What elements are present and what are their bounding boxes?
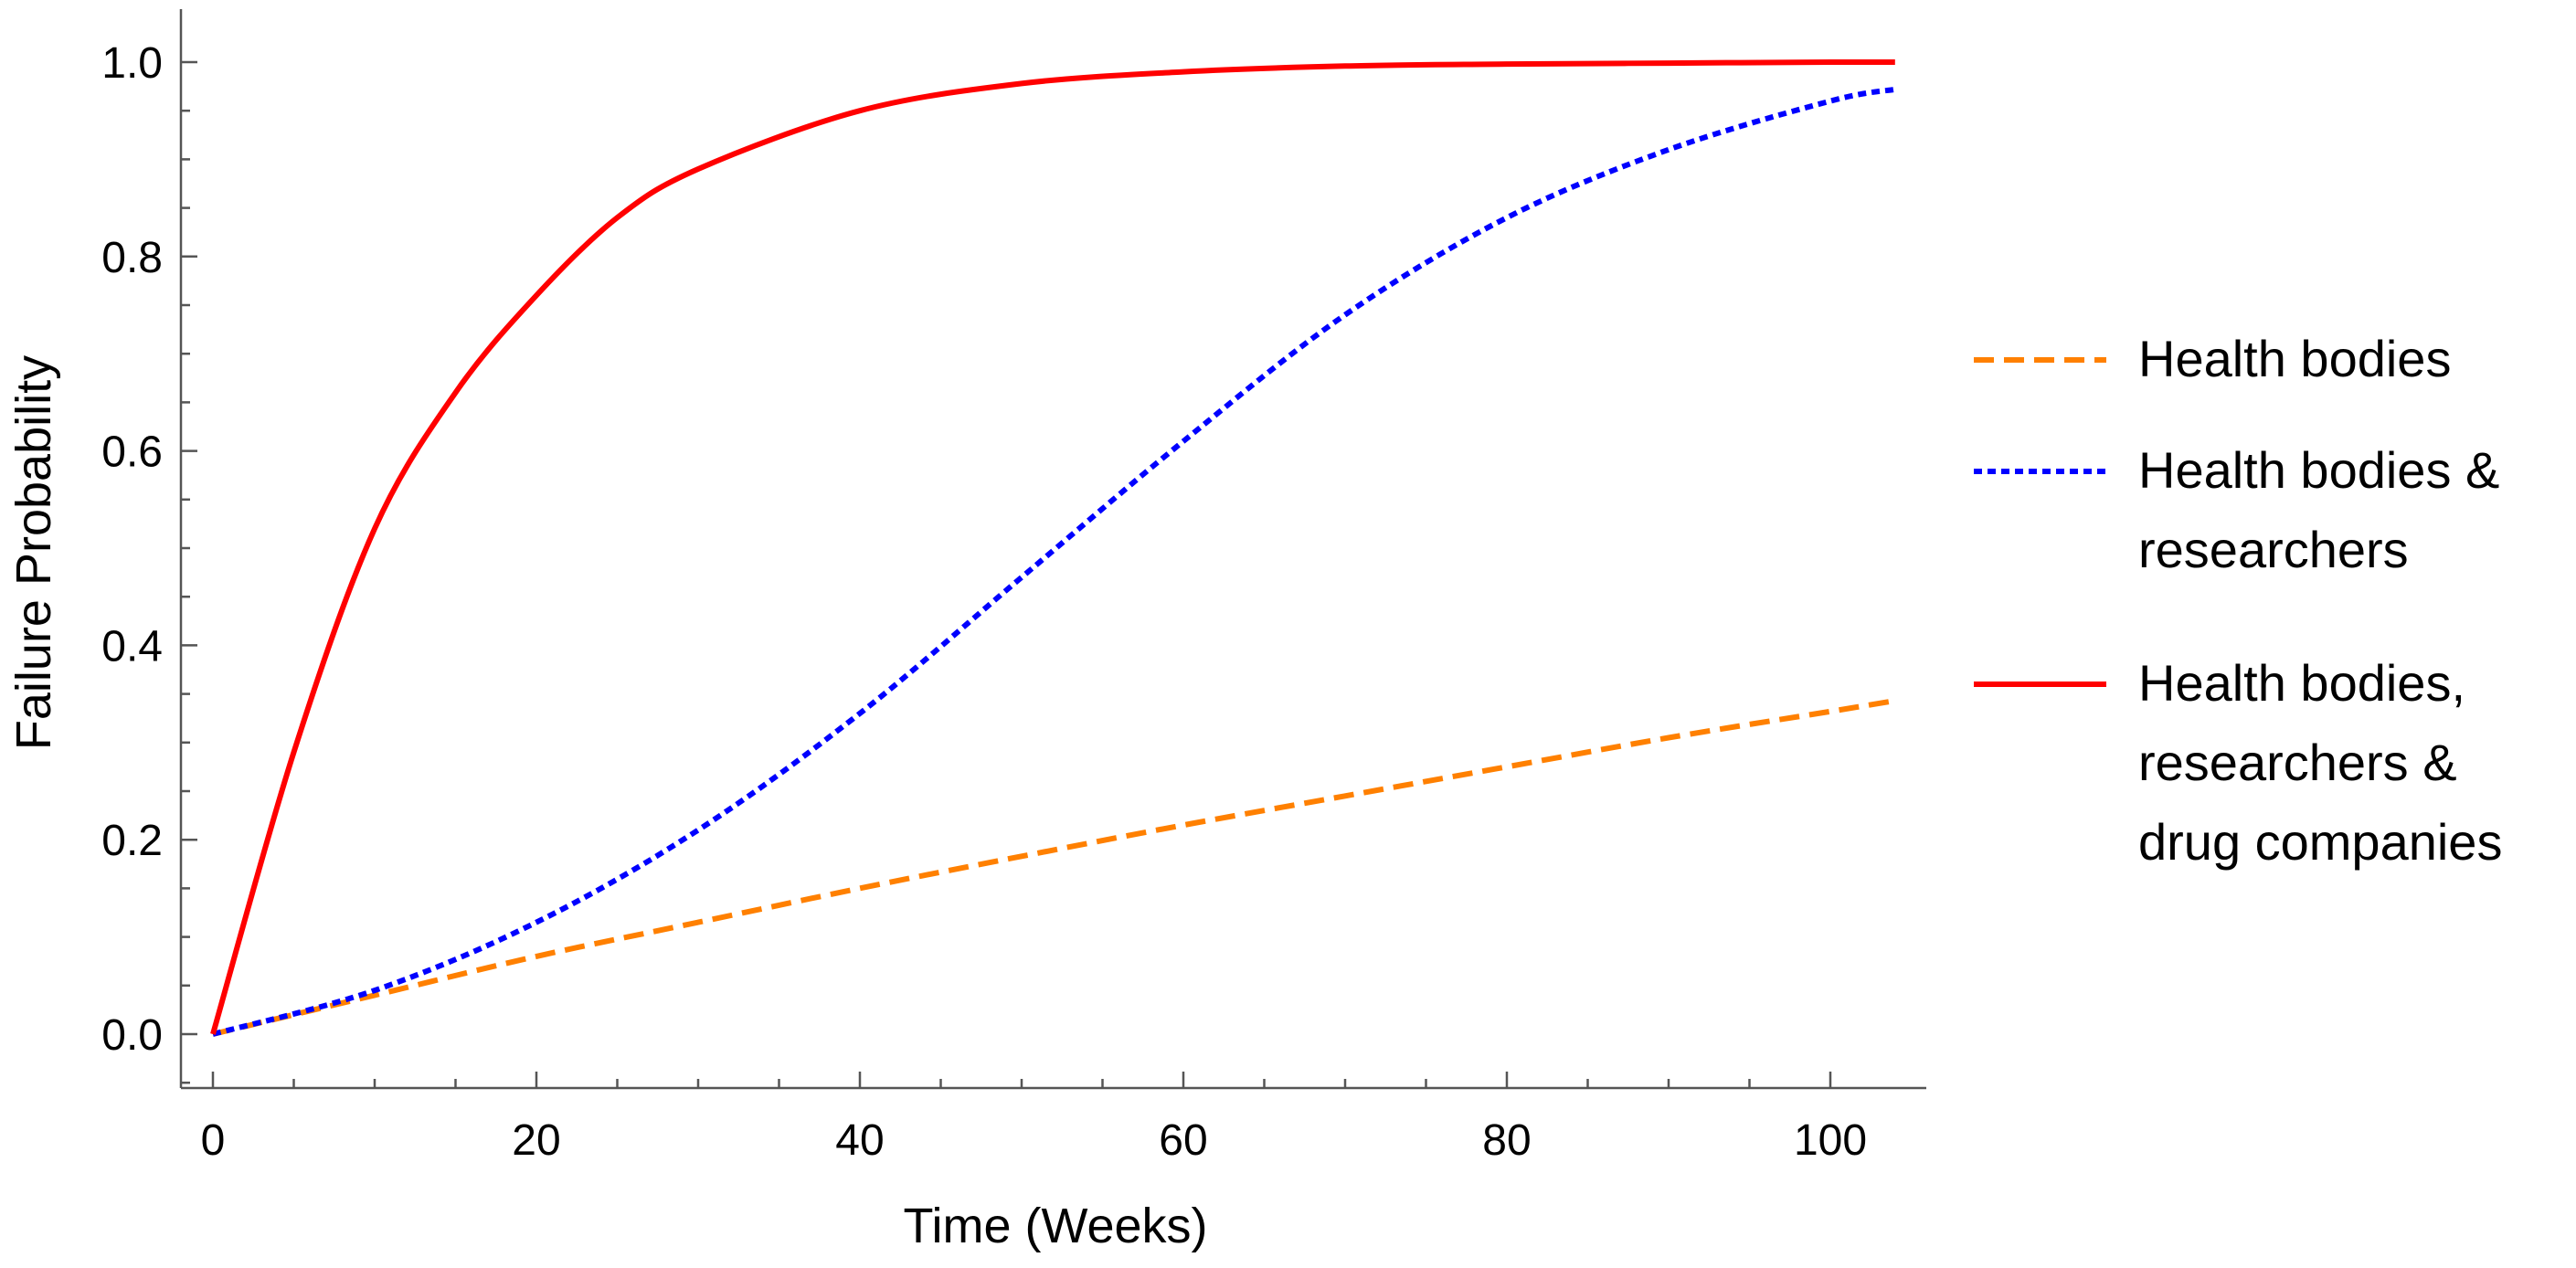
x-tick-label: 20: [512, 1116, 560, 1165]
x-tick-label: 60: [1159, 1116, 1207, 1165]
x-tick-label: 80: [1482, 1116, 1531, 1165]
y-tick-label: 0.6: [101, 428, 163, 477]
legend-label: Health bodies &: [2138, 441, 2499, 499]
y-tick-label: 0.8: [101, 234, 163, 282]
series-line-1: [212, 698, 1896, 1037]
series-line-3: [210, 58, 1895, 1035]
y-tick-label: 0.4: [101, 622, 163, 671]
legend-label: researchers: [2138, 521, 2409, 578]
x-tick-label: 0: [201, 1116, 226, 1165]
x-tick-label: 40: [835, 1116, 884, 1165]
y-tick-label: 0.2: [101, 817, 163, 865]
series-line-2: [212, 86, 1896, 1037]
axes: 0 20 40 60 80 100 0.0 0.2 0.4 0.6 0.8 1.0: [101, 9, 1926, 1165]
x-tick-label: 100: [1794, 1116, 1867, 1165]
legend-entry-3: Health bodies, researchers & drug companie…: [1974, 654, 2502, 871]
legend-entry-2: Health bodies & researchers: [1974, 441, 2499, 578]
y-tick-label: 1.0: [101, 39, 163, 88]
legend-label: drug companies: [2138, 813, 2502, 871]
legend-label: Health bodies: [2138, 330, 2451, 387]
x-axis-title: Time (Weeks): [903, 1199, 1207, 1253]
y-tick-label: 0.0: [101, 1011, 163, 1060]
y-axis-title: Failure Probability: [6, 355, 61, 750]
series-lines: [210, 58, 1896, 1037]
legend-entry-1: Health bodies: [1974, 330, 2451, 387]
legend-label: researchers &: [2138, 734, 2457, 791]
legend-label: Health bodies,: [2138, 654, 2465, 712]
